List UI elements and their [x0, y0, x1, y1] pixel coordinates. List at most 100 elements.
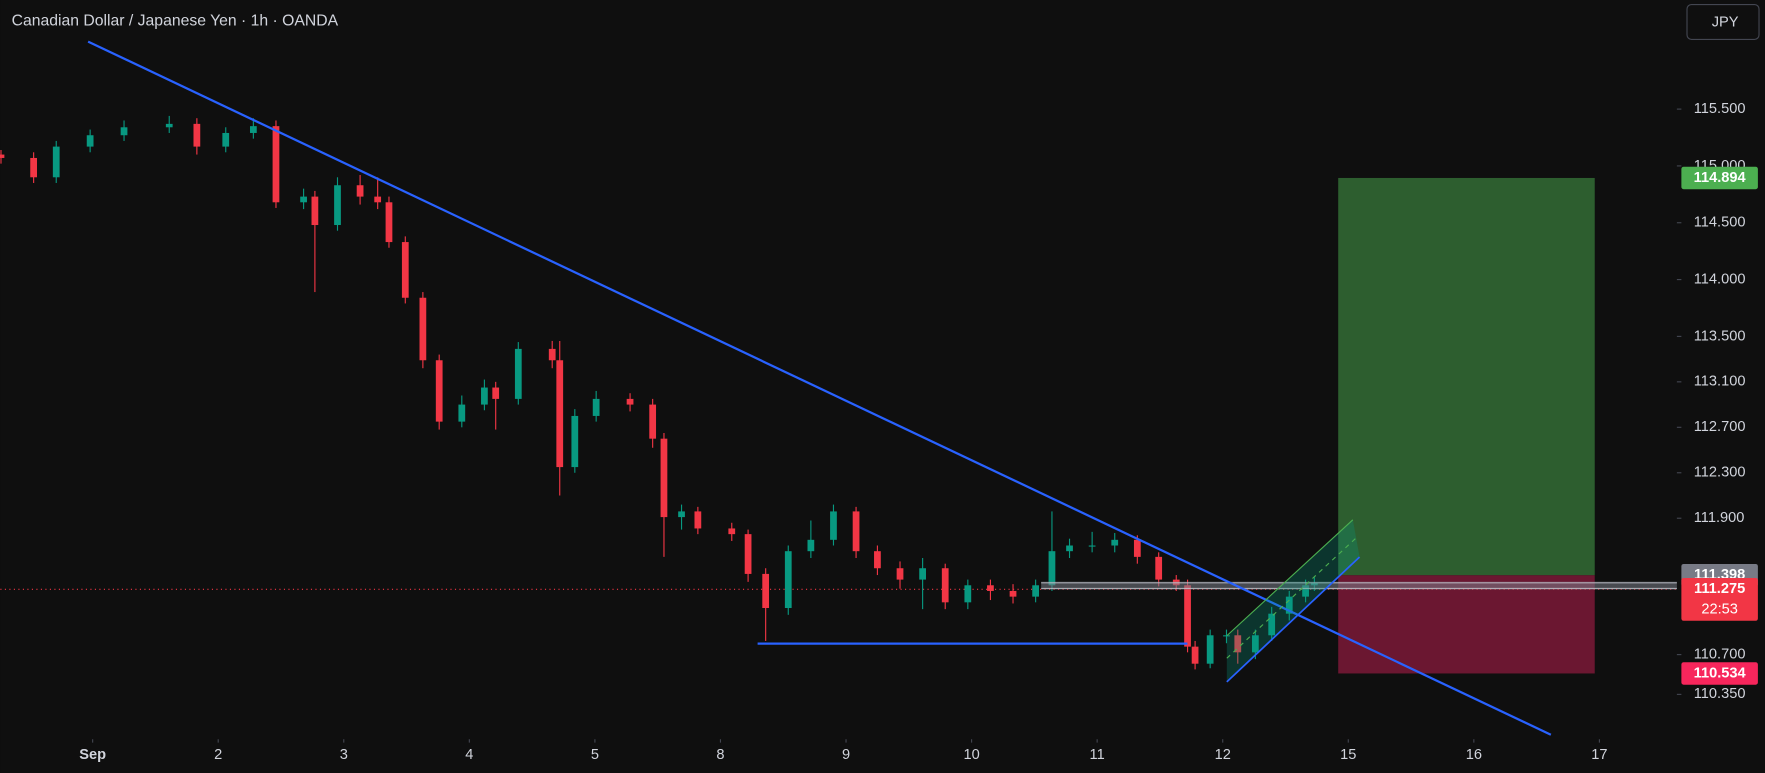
candle-body [762, 573, 770, 609]
x-tick-label: 9 [842, 747, 850, 763]
candle-body [514, 348, 522, 399]
candle-body [626, 398, 634, 405]
candle-body [311, 196, 319, 226]
price-label-box [1681, 166, 1758, 190]
x-tick-label: 10 [963, 747, 979, 763]
candle-body [52, 146, 60, 178]
candle-body [784, 551, 792, 609]
channel-mid [1226, 537, 1357, 659]
y-tick-label: 110.350 [1694, 686, 1746, 702]
candle-body [548, 348, 556, 361]
candle-body [744, 534, 752, 574]
candle-body [458, 404, 466, 422]
level-band [1041, 581, 1677, 590]
x-tick-label: 17 [1591, 747, 1607, 763]
candle-body [300, 196, 307, 203]
profit-zone [1338, 177, 1595, 576]
x-tick-label: 2 [214, 747, 222, 763]
countdown: 22:53 [1701, 601, 1738, 617]
candle-body [1184, 585, 1191, 647]
y-tick-label: 111.900 [1694, 510, 1745, 526]
candle-body [1206, 635, 1214, 664]
x-tick-label: 11 [1090, 747, 1105, 763]
candle-body [1088, 545, 1096, 547]
candle-body [1133, 539, 1141, 557]
y-tick-label: 113.500 [1694, 328, 1746, 344]
x-tick-label: 4 [465, 747, 473, 763]
price-label: 110.534 [1694, 665, 1747, 681]
candle-body [30, 157, 38, 178]
candle-body [660, 438, 668, 518]
candle-body [556, 360, 564, 468]
candle-body [401, 242, 409, 298]
price-label: 111.275 [1694, 581, 1745, 597]
candle-body [694, 511, 702, 529]
x-tick-label: 12 [1215, 747, 1231, 763]
candle-body [1251, 635, 1259, 653]
trend-line [87, 40, 1552, 736]
x-tick-label: Sep [79, 747, 106, 763]
candle-body [830, 511, 837, 540]
candle-body [435, 360, 443, 422]
candle-body [852, 511, 860, 552]
position-zones [0, 177, 1677, 674]
price-label-box [1681, 578, 1758, 621]
candle-body [649, 404, 657, 439]
candle-body [919, 568, 926, 580]
y-tick-label: 110.700 [1694, 646, 1746, 662]
candle-body [120, 127, 128, 136]
candle-body [1155, 556, 1163, 580]
currency-label[interactable]: JPY [1712, 14, 1739, 30]
chart-title: Canadian Dollar / Japanese Yen · 1h · OA… [12, 13, 339, 30]
y-tick-label: 115.500 [1694, 101, 1746, 117]
candle-body [356, 185, 364, 197]
candle-body [385, 202, 393, 243]
candles [0, 115, 1318, 670]
candle-body [592, 398, 600, 416]
axes: 115.500115.000114.500114.000113.500113.1… [79, 101, 1758, 763]
candle-body [492, 387, 500, 399]
x-tick-label: 5 [591, 747, 599, 763]
candle-body [374, 196, 382, 203]
y-tick-label: 114.500 [1694, 215, 1746, 231]
candle-body [1048, 551, 1056, 586]
candle-body [1234, 635, 1242, 653]
candle-body [1223, 635, 1230, 637]
loss-zone [1338, 575, 1595, 674]
x-tick-label: 15 [1340, 747, 1356, 763]
candle-body [807, 539, 815, 552]
candle-body [1191, 646, 1199, 664]
candle-body [249, 126, 257, 133]
candle-body [1032, 585, 1040, 597]
candle-body [678, 511, 685, 518]
y-tick-label: 112.700 [1694, 419, 1746, 435]
price-label-box [1681, 662, 1758, 685]
candle-body [1009, 590, 1017, 597]
x-tick-label: 16 [1466, 747, 1482, 763]
candle-body [1302, 585, 1309, 597]
candle-body [334, 185, 341, 226]
candle-body [86, 135, 94, 147]
candle-body [1111, 539, 1119, 546]
candle-body [571, 415, 579, 468]
candle-body [1066, 545, 1073, 552]
candle-body [272, 126, 280, 203]
candle-body [874, 551, 881, 569]
candle-body [1285, 596, 1293, 614]
channel-line [1226, 519, 1354, 637]
channel-fill [1226, 519, 1360, 682]
price-label: 114.894 [1694, 170, 1747, 186]
candle-body [1268, 613, 1276, 636]
candle-body [165, 123, 173, 128]
x-tick-label: 8 [716, 747, 724, 763]
candle-body [193, 123, 201, 147]
candle-body [728, 528, 736, 535]
currency-button[interactable] [1686, 3, 1760, 40]
y-tick-label: 112.300 [1694, 465, 1746, 481]
y-tick-label: 114.000 [1694, 271, 1746, 287]
candle-body [941, 568, 949, 603]
candle-body [222, 132, 230, 147]
candle-body [896, 568, 904, 580]
